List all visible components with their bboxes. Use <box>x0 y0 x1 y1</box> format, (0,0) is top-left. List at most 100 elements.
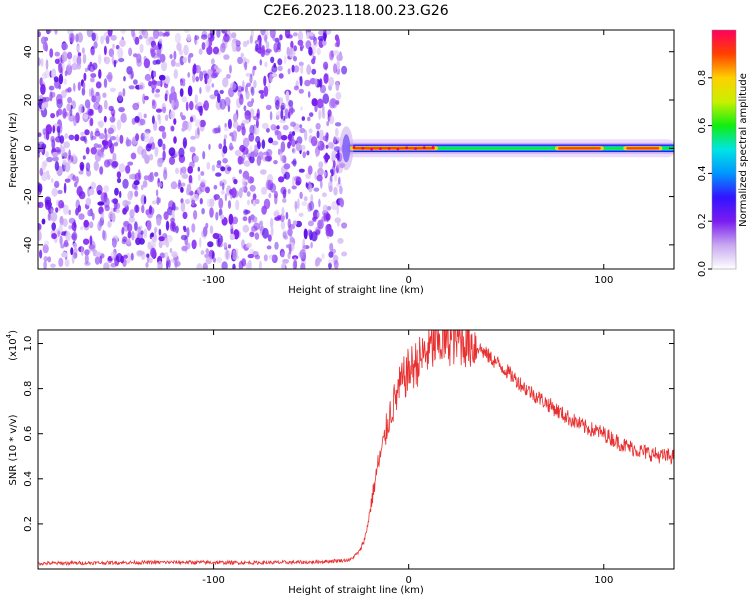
noise-blob <box>157 260 163 269</box>
noise-blob <box>84 129 90 136</box>
noise-blob <box>258 41 262 50</box>
noise-blob <box>187 166 193 174</box>
noise-blob <box>122 178 129 189</box>
noise-blob <box>118 163 126 173</box>
noise-blob <box>301 201 308 207</box>
noise-blob <box>115 202 121 210</box>
noise-blob <box>93 143 99 149</box>
noise-blob <box>127 161 134 166</box>
noise-blob <box>195 39 199 45</box>
noise-blob <box>217 242 223 248</box>
noise-blob <box>85 197 92 206</box>
noise-blob <box>223 54 230 60</box>
noise-blob <box>50 113 56 119</box>
noise-blob <box>103 115 107 123</box>
snr-y-axis-label: SNR (10 * v/v) <box>8 414 19 485</box>
noise-blob <box>115 253 123 263</box>
noise-blob <box>48 201 51 206</box>
noise-blob <box>133 53 138 58</box>
noise-blob <box>269 30 276 39</box>
noise-blob <box>179 88 184 97</box>
noise-blob <box>227 200 232 209</box>
noise-blob <box>212 127 219 134</box>
noise-blob <box>224 96 231 107</box>
noise-blob <box>325 30 332 35</box>
noise-blob <box>309 77 317 85</box>
noise-blob <box>150 247 157 258</box>
noise-blob <box>291 139 296 148</box>
noise-blob <box>297 39 304 46</box>
noise-blob <box>80 226 84 231</box>
noise-blob <box>94 92 101 103</box>
noise-blob <box>212 46 220 55</box>
noise-blob <box>181 245 188 252</box>
noise-blob <box>180 234 188 241</box>
noise-blob <box>42 244 49 254</box>
noise-blob <box>271 73 278 78</box>
noise-blob <box>293 125 300 133</box>
noise-blob <box>303 228 308 240</box>
noise-blob <box>281 262 286 269</box>
noise-blob <box>308 183 313 193</box>
noise-blob <box>94 130 101 137</box>
noise-blob <box>289 46 293 56</box>
noise-blob <box>60 244 65 249</box>
noise-blob <box>212 257 217 263</box>
noise-blob <box>316 211 321 218</box>
noise-blob <box>54 161 60 171</box>
noise-blob <box>336 54 343 62</box>
noise-blob <box>142 93 146 105</box>
noise-blob <box>156 196 160 205</box>
noise-blob <box>148 257 153 264</box>
noise-blob <box>297 198 300 210</box>
noise-blob <box>71 63 78 71</box>
noise-blob <box>220 166 226 172</box>
noise-blob <box>156 80 162 86</box>
noise-blob <box>88 64 96 72</box>
noise-blob <box>310 241 313 249</box>
noise-blob <box>158 74 166 81</box>
noise-blob <box>223 137 227 148</box>
noise-blob <box>161 131 167 140</box>
noise-blob <box>132 32 136 42</box>
noise-blob <box>219 89 224 95</box>
noise-blob <box>164 93 168 102</box>
noise-blob <box>311 231 318 242</box>
noise-blob <box>252 66 255 77</box>
noise-blob <box>165 114 169 122</box>
noise-blob <box>259 59 263 66</box>
noise-blob <box>78 213 85 220</box>
noise-blob <box>277 58 283 66</box>
noise-blob <box>90 77 95 83</box>
noise-blob <box>170 181 178 190</box>
signal-peak-dot <box>431 146 435 149</box>
noise-blob <box>317 167 324 177</box>
noise-blob <box>195 76 199 82</box>
noise-blob <box>333 255 339 262</box>
noise-blob <box>68 114 75 122</box>
noise-blob <box>261 186 267 195</box>
noise-blob <box>107 127 115 135</box>
noise-blob <box>242 40 248 48</box>
noise-blob <box>67 59 71 68</box>
noise-blob <box>260 30 266 36</box>
noise-blob <box>332 160 336 168</box>
noise-blob <box>52 156 59 162</box>
noise-blob <box>160 79 163 88</box>
noise-blob <box>187 85 193 97</box>
noise-blob <box>39 249 43 259</box>
noise-blob <box>57 230 61 237</box>
noise-blob <box>249 124 255 136</box>
noise-blob <box>275 111 282 119</box>
noise-blob <box>143 58 151 69</box>
noise-blob <box>68 225 73 230</box>
noise-blob <box>103 159 111 168</box>
noise-blob <box>286 46 291 57</box>
noise-blob <box>128 216 136 223</box>
noise-blob <box>111 198 118 204</box>
noise-blob <box>197 166 200 172</box>
x-tick-label: -100 <box>202 575 225 586</box>
noise-blob <box>318 109 322 119</box>
noise-blob <box>182 211 188 220</box>
noise-blob <box>307 229 313 237</box>
